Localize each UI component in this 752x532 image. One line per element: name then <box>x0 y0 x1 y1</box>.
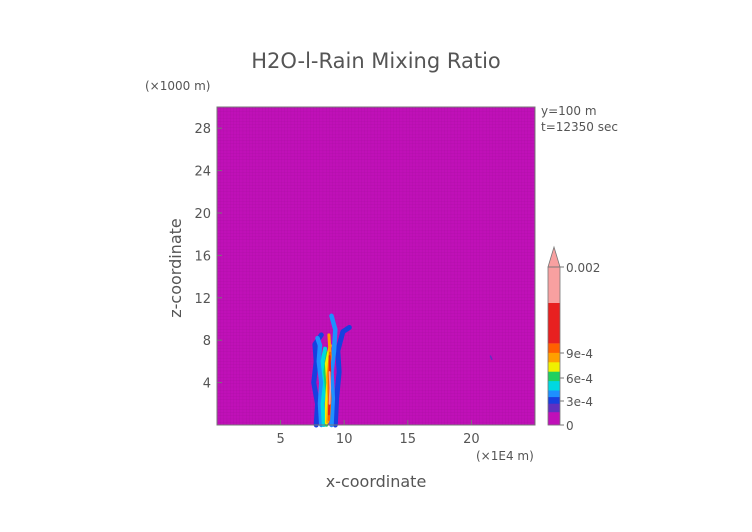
plot-frame <box>216 106 536 426</box>
colorbar-segment-9 <box>548 302 560 344</box>
colorbar-segment-7 <box>548 352 560 363</box>
plot-area <box>216 106 536 428</box>
annotation-y: y=100 m <box>541 104 597 118</box>
colorbar-label-3: 3e-4 <box>566 395 593 409</box>
colorbar-segment-5 <box>548 371 560 382</box>
y-tick-label-20: 20 <box>194 207 211 222</box>
colorbar-label-4: 0 <box>566 419 574 433</box>
colorbar-segment-10 <box>548 267 560 303</box>
y-tick-label-24: 24 <box>194 165 211 180</box>
x-axis-label: x-coordinate <box>326 472 427 491</box>
y-tick-label-16: 16 <box>194 249 211 264</box>
plume-streak-1 <box>332 325 352 428</box>
x-tick-label-5: 5 <box>276 432 284 447</box>
colorbar-label-0: 0.002 <box>566 261 600 275</box>
plume-streak-4 <box>320 346 328 427</box>
colorbar: 0.002 9e-4 6e-4 3e-4 0 <box>547 245 600 433</box>
colorbar-overflow-triangle <box>547 245 561 268</box>
plume-streak-11 <box>489 355 493 361</box>
colorbar-label-2: 6e-4 <box>566 372 593 386</box>
colorbar-segment-3 <box>548 390 560 398</box>
colorbar-segment-4 <box>548 380 560 391</box>
x-axis-ticks: 5 10 15 20 <box>276 420 480 447</box>
colorbar-segment-1 <box>548 403 560 413</box>
colorbar-segment-6 <box>548 362 560 372</box>
plume-streak-2 <box>315 335 324 428</box>
y-tick-label-12: 12 <box>194 292 211 307</box>
colorbar-frame <box>547 266 561 426</box>
annotation-t: t=12350 sec <box>541 120 618 134</box>
plot-background <box>217 107 535 425</box>
plume-streak-3 <box>329 313 338 428</box>
y-axis-ticks: 4 8 12 16 20 24 28 <box>194 122 222 392</box>
colorbar-segment-2 <box>548 396 560 404</box>
plume-streak-10 <box>328 371 332 405</box>
colorbar-segment-8 <box>548 343 560 353</box>
x-tick-label-15: 15 <box>400 432 417 447</box>
y-tick-label-4: 4 <box>203 377 211 392</box>
x-tick-label-20: 20 <box>463 432 480 447</box>
x-tick-label-10: 10 <box>336 432 353 447</box>
y-tick-label-28: 28 <box>194 122 211 137</box>
y-tick-label-8: 8 <box>203 334 211 349</box>
colorbar-segment-0 <box>548 411 560 426</box>
chart-title: H2O-l-Rain Mixing Ratio <box>251 49 501 73</box>
y-axis-label: z-coordinate <box>166 218 185 318</box>
x-unit-label: (×1E4 m) <box>476 449 534 463</box>
rain-plume <box>311 313 493 428</box>
colorbar-label-1: 9e-4 <box>566 347 593 361</box>
y-unit-label: (×1000 m) <box>145 79 210 93</box>
plume-streak-0 <box>311 332 324 428</box>
